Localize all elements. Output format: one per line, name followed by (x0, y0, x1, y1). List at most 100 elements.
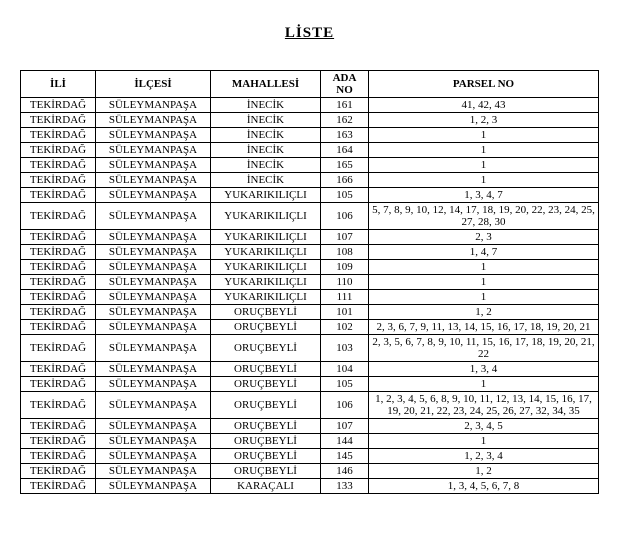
cell-parsel: 1 (369, 158, 599, 173)
cell-ilce: SÜLEYMANPAŞA (96, 113, 211, 128)
cell-parsel: 2, 3, 5, 6, 7, 8, 9, 10, 11, 15, 16, 17,… (369, 335, 599, 362)
cell-parsel: 1, 3, 4, 5, 6, 7, 8 (369, 479, 599, 494)
cell-mahalle: YUKARIKILIÇLI (211, 188, 321, 203)
cell-mahalle: İNECİK (211, 98, 321, 113)
table-row: TEKİRDAĞSÜLEYMANPAŞAİNECİK1621, 2, 3 (21, 113, 599, 128)
table-row: TEKİRDAĞSÜLEYMANPAŞAORUÇBEYLİ1451, 2, 3,… (21, 449, 599, 464)
table-row: TEKİRDAĞSÜLEYMANPAŞAORUÇBEYLİ1032, 3, 5,… (21, 335, 599, 362)
cell-ada: 161 (321, 98, 369, 113)
table-row: TEKİRDAĞSÜLEYMANPAŞAORUÇBEYLİ1022, 3, 6,… (21, 320, 599, 335)
cell-parsel: 1 (369, 434, 599, 449)
cell-ilce: SÜLEYMANPAŞA (96, 275, 211, 290)
cell-mahalle: İNECİK (211, 173, 321, 188)
table-row: TEKİRDAĞSÜLEYMANPAŞAİNECİK1641 (21, 143, 599, 158)
cell-ilce: SÜLEYMANPAŞA (96, 449, 211, 464)
header-il: İLİ (21, 71, 96, 98)
cell-ilce: SÜLEYMANPAŞA (96, 335, 211, 362)
table-row: TEKİRDAĞSÜLEYMANPAŞAYUKARIKILIÇLI1101 (21, 275, 599, 290)
header-mahalle: MAHALLESİ (211, 71, 321, 98)
header-ilce: İLÇESİ (96, 71, 211, 98)
cell-ilce: SÜLEYMANPAŞA (96, 320, 211, 335)
cell-parsel: 1 (369, 143, 599, 158)
cell-il: TEKİRDAĞ (21, 188, 96, 203)
table-row: TEKİRDAĞSÜLEYMANPAŞAORUÇBEYLİ1461, 2 (21, 464, 599, 479)
cell-il: TEKİRDAĞ (21, 464, 96, 479)
cell-parsel: 1, 4, 7 (369, 245, 599, 260)
table-row: TEKİRDAĞSÜLEYMANPAŞAORUÇBEYLİ1072, 3, 4,… (21, 419, 599, 434)
cell-il: TEKİRDAĞ (21, 305, 96, 320)
cell-ada: 162 (321, 113, 369, 128)
cell-ilce: SÜLEYMANPAŞA (96, 479, 211, 494)
cell-ilce: SÜLEYMANPAŞA (96, 203, 211, 230)
cell-ilce: SÜLEYMANPAŞA (96, 128, 211, 143)
cell-il: TEKİRDAĞ (21, 320, 96, 335)
cell-il: TEKİRDAĞ (21, 479, 96, 494)
cell-il: TEKİRDAĞ (21, 275, 96, 290)
cell-ilce: SÜLEYMANPAŞA (96, 377, 211, 392)
cell-parsel: 1, 2 (369, 464, 599, 479)
cell-ada: 163 (321, 128, 369, 143)
header-parsel: PARSEL NO (369, 71, 599, 98)
cell-il: TEKİRDAĞ (21, 230, 96, 245)
table-row: TEKİRDAĞSÜLEYMANPAŞAİNECİK16141, 42, 43 (21, 98, 599, 113)
cell-ada: 104 (321, 362, 369, 377)
cell-il: TEKİRDAĞ (21, 203, 96, 230)
cell-ilce: SÜLEYMANPAŞA (96, 173, 211, 188)
cell-parsel: 1 (369, 173, 599, 188)
table-row: TEKİRDAĞSÜLEYMANPAŞAYUKARIKILIÇLI1065, 7… (21, 203, 599, 230)
cell-mahalle: İNECİK (211, 113, 321, 128)
cell-parsel: 41, 42, 43 (369, 98, 599, 113)
cell-il: TEKİRDAĞ (21, 392, 96, 419)
cell-ada: 106 (321, 392, 369, 419)
cell-ada: 144 (321, 434, 369, 449)
cell-parsel: 1, 2, 3 (369, 113, 599, 128)
cell-ada: 165 (321, 158, 369, 173)
cell-il: TEKİRDAĞ (21, 128, 96, 143)
cell-il: TEKİRDAĞ (21, 245, 96, 260)
cell-mahalle: ORUÇBEYLİ (211, 362, 321, 377)
cell-ada: 107 (321, 230, 369, 245)
table-row: TEKİRDAĞSÜLEYMANPAŞAİNECİK1651 (21, 158, 599, 173)
cell-ada: 146 (321, 464, 369, 479)
cell-il: TEKİRDAĞ (21, 143, 96, 158)
table-row: TEKİRDAĞSÜLEYMANPAŞAORUÇBEYLİ1441 (21, 434, 599, 449)
cell-parsel: 1, 2, 3, 4 (369, 449, 599, 464)
cell-parsel: 1 (369, 290, 599, 305)
cell-parsel: 1 (369, 128, 599, 143)
cell-il: TEKİRDAĞ (21, 260, 96, 275)
table-row: TEKİRDAĞSÜLEYMANPAŞAYUKARIKILIÇLI1111 (21, 290, 599, 305)
table-row: TEKİRDAĞSÜLEYMANPAŞAYUKARIKILIÇLI1091 (21, 260, 599, 275)
cell-ilce: SÜLEYMANPAŞA (96, 143, 211, 158)
table-row: TEKİRDAĞSÜLEYMANPAŞAORUÇBEYLİ1061, 2, 3,… (21, 392, 599, 419)
cell-ada: 103 (321, 335, 369, 362)
cell-mahalle: KARAÇALI (211, 479, 321, 494)
cell-ada: 111 (321, 290, 369, 305)
cell-ada: 110 (321, 275, 369, 290)
cell-mahalle: İNECİK (211, 143, 321, 158)
cell-ada: 105 (321, 188, 369, 203)
cell-parsel: 1, 3, 4, 7 (369, 188, 599, 203)
table-row: TEKİRDAĞSÜLEYMANPAŞAORUÇBEYLİ1011, 2 (21, 305, 599, 320)
cell-il: TEKİRDAĞ (21, 434, 96, 449)
cell-mahalle: YUKARIKILIÇLI (211, 230, 321, 245)
cell-parsel: 1, 2, 3, 4, 5, 6, 8, 9, 10, 11, 12, 13, … (369, 392, 599, 419)
table-row: TEKİRDAĞSÜLEYMANPAŞAORUÇBEYLİ1041, 3, 4 (21, 362, 599, 377)
cell-mahalle: ORUÇBEYLİ (211, 434, 321, 449)
cell-ilce: SÜLEYMANPAŞA (96, 158, 211, 173)
cell-ilce: SÜLEYMANPAŞA (96, 392, 211, 419)
cell-mahalle: ORUÇBEYLİ (211, 464, 321, 479)
cell-parsel: 1 (369, 260, 599, 275)
cell-ilce: SÜLEYMANPAŞA (96, 434, 211, 449)
cell-mahalle: YUKARIKILIÇLI (211, 290, 321, 305)
cell-ilce: SÜLEYMANPAŞA (96, 260, 211, 275)
parcel-table: İLİ İLÇESİ MAHALLESİ ADA NO PARSEL NO TE… (20, 70, 599, 494)
cell-ilce: SÜLEYMANPAŞA (96, 230, 211, 245)
cell-mahalle: İNECİK (211, 158, 321, 173)
cell-il: TEKİRDAĞ (21, 98, 96, 113)
cell-ilce: SÜLEYMANPAŞA (96, 419, 211, 434)
cell-parsel: 1, 2 (369, 305, 599, 320)
cell-parsel: 2, 3, 6, 7, 9, 11, 13, 14, 15, 16, 17, 1… (369, 320, 599, 335)
table-row: TEKİRDAĞSÜLEYMANPAŞAİNECİK1661 (21, 173, 599, 188)
cell-mahalle: ORUÇBEYLİ (211, 335, 321, 362)
cell-ada: 133 (321, 479, 369, 494)
